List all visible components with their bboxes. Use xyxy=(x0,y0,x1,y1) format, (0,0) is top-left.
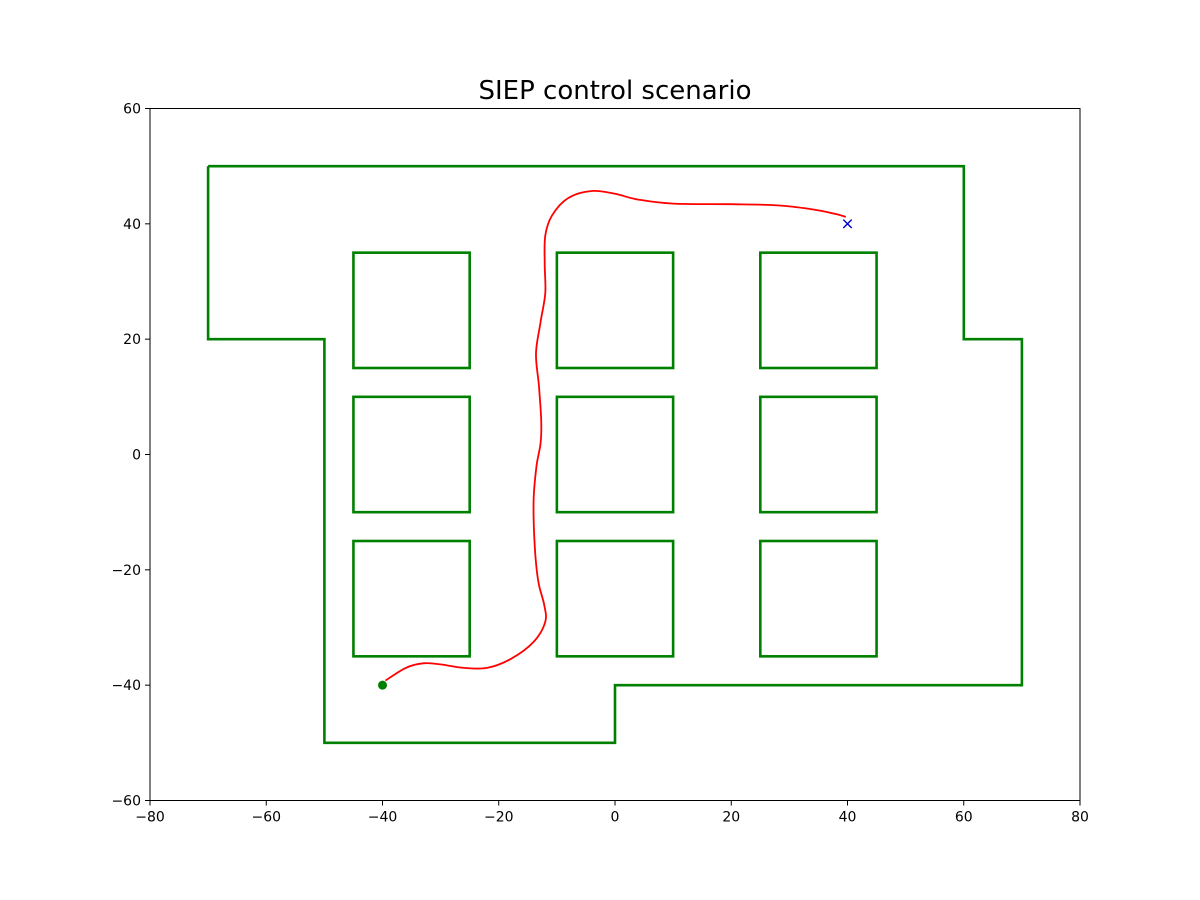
y-tick-label: 40 xyxy=(123,217,141,233)
goal-marker xyxy=(842,219,853,229)
x-axis: −80 −60 −40 −20 0 20 40 60 80 xyxy=(135,800,1089,826)
trajectory-layer xyxy=(384,189,847,682)
markers-layer xyxy=(378,219,853,690)
start-marker xyxy=(378,680,387,690)
obstacle-5 xyxy=(555,395,675,514)
y-tick-label: 60 xyxy=(123,102,141,118)
x-tick-label: −20 xyxy=(484,810,514,826)
y-tick-label: 20 xyxy=(123,332,141,348)
trajectory-line xyxy=(384,189,847,682)
x-tick-label: 60 xyxy=(955,810,973,826)
obstacle-8 xyxy=(555,539,675,658)
y-tick-label: 0 xyxy=(132,448,141,464)
plot-area xyxy=(149,108,1081,801)
chart-title: SIEP control scenario xyxy=(479,76,752,106)
x-tick-label: 40 xyxy=(839,810,857,826)
obstacle-3 xyxy=(759,251,878,370)
obstacle-7 xyxy=(352,539,471,658)
obstacle-1 xyxy=(352,251,471,370)
y-tick-label: −40 xyxy=(111,678,141,694)
obstacle-4 xyxy=(352,395,471,514)
boundary-wall xyxy=(206,164,1024,745)
x-tick-label: 20 xyxy=(722,810,740,826)
y-tick-label: −20 xyxy=(111,563,141,579)
x-tick-label: −80 xyxy=(135,810,165,826)
goal-marker-stroke-2 xyxy=(842,219,853,229)
obstacle-6 xyxy=(759,395,878,514)
x-tick-label: 0 xyxy=(611,810,620,826)
walls-layer xyxy=(206,164,1024,745)
obstacle-2 xyxy=(555,251,675,370)
x-tick-label: −60 xyxy=(251,810,281,826)
y-axis: −60 −40 −20 0 20 40 60 xyxy=(111,102,150,810)
x-tick-label: 80 xyxy=(1071,810,1089,826)
y-tick-label: −60 xyxy=(111,794,141,810)
obstacle-9 xyxy=(759,539,878,658)
x-tick-label: −40 xyxy=(368,810,398,826)
